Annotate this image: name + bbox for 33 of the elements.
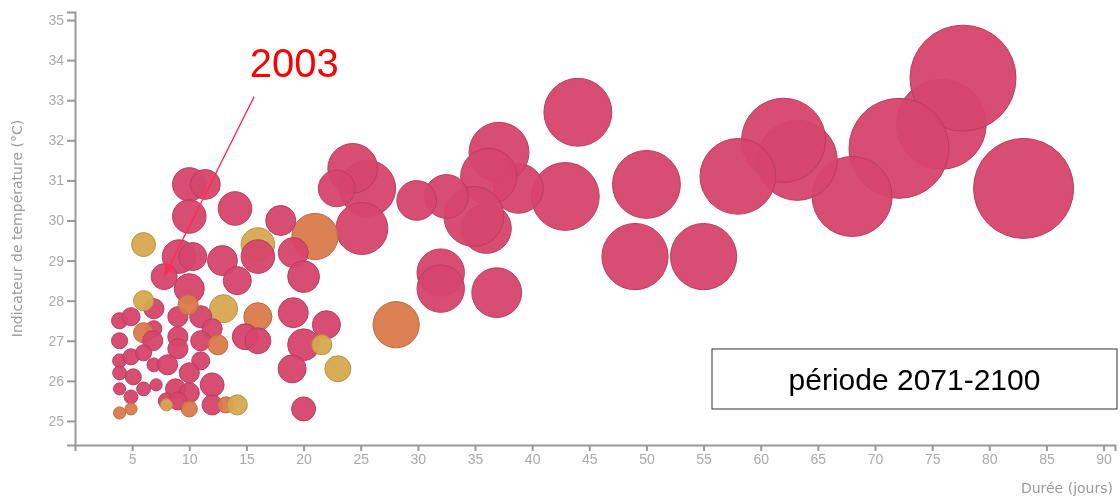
x-tick-label: 45 <box>582 450 598 467</box>
x-tick-label: 55 <box>696 450 713 467</box>
y-tick-label: 33 <box>48 92 65 109</box>
x-tick-label: 90 <box>1096 450 1113 467</box>
x-tick-label: 80 <box>982 450 998 467</box>
x-tick-label: 85 <box>1039 450 1055 467</box>
x-tick-label: 75 <box>924 450 941 467</box>
x-tick-label: 10 <box>182 450 198 467</box>
y-tick-label: 26 <box>48 372 65 389</box>
x-tick-label: 35 <box>467 450 484 467</box>
x-tick-label: 20 <box>296 450 313 467</box>
x-tick-label: 60 <box>753 450 770 467</box>
y-axis-title: Indicateur de température (°C) <box>9 119 25 338</box>
y-tick-label: 34 <box>48 52 65 69</box>
x-tick-label: 65 <box>810 450 827 467</box>
y-tick-label: 25 <box>48 412 65 429</box>
annotation: 2003 <box>249 40 339 85</box>
y-tick-label: 30 <box>48 212 65 229</box>
y-tick-label: 32 <box>48 132 65 149</box>
y-tick-label: 31 <box>48 172 65 189</box>
x-tick-label: 15 <box>239 450 255 467</box>
x-tick-label: 5 <box>128 450 137 467</box>
x-axis-title: Durée (jours) <box>1020 480 1113 496</box>
annotation: période 2071-2100 <box>788 363 1041 396</box>
y-tick-label: 29 <box>48 252 65 269</box>
x-tick-label: 70 <box>867 450 884 467</box>
y-tick-label: 27 <box>48 332 65 349</box>
x-tick-label: 30 <box>410 450 427 467</box>
y-tick-label: 28 <box>48 292 65 309</box>
x-tick-label: 25 <box>353 450 370 467</box>
x-tick-label: 50 <box>639 450 655 467</box>
x-tick-label: 40 <box>524 450 541 467</box>
y-tick-label: 35 <box>48 12 65 28</box>
